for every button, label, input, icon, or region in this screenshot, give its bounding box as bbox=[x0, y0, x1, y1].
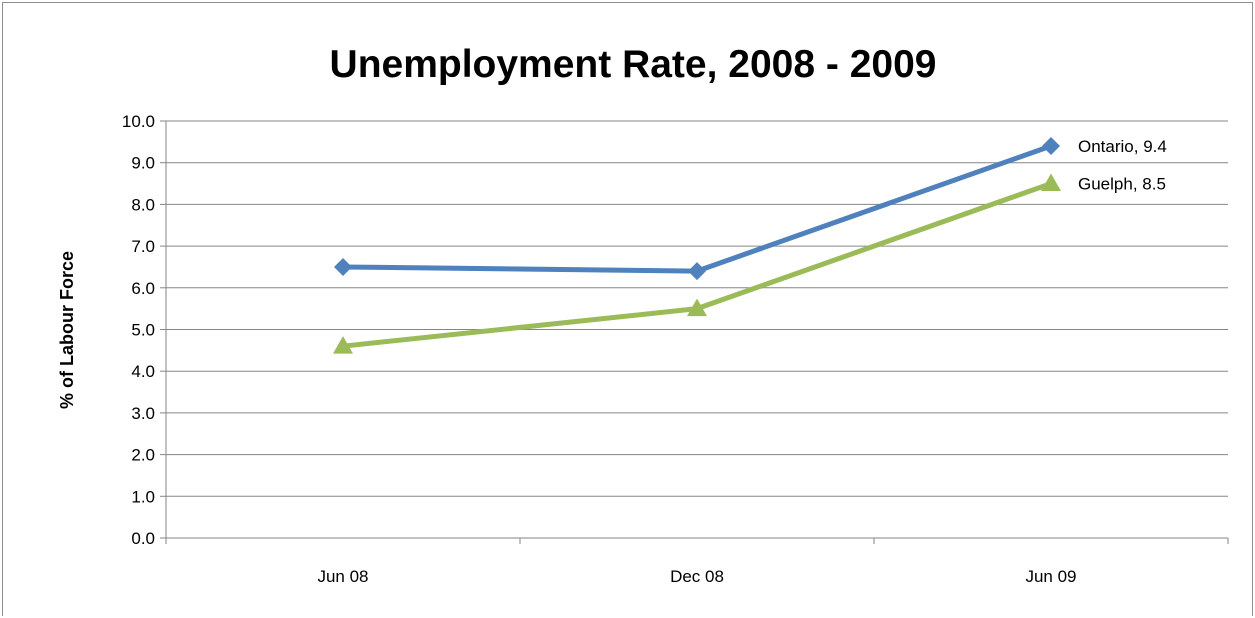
y-tick-label: 8.0 bbox=[131, 195, 155, 214]
line-chart: Unemployment Rate, 2008 - 2009 0.0 1.0 2.0… bbox=[57, 43, 1229, 586]
axes bbox=[160, 120, 1229, 544]
chart-title: Unemployment Rate, 2008 - 2009 bbox=[330, 43, 937, 86]
data-point-guelph bbox=[687, 298, 707, 317]
y-tick-label: 9.0 bbox=[131, 154, 155, 173]
data-point-ontario bbox=[334, 257, 352, 276]
series-markers bbox=[333, 137, 1061, 354]
data-label-ontario: Ontario, 9.4 bbox=[1078, 137, 1167, 156]
data-label-guelph: Guelph, 8.5 bbox=[1078, 175, 1166, 194]
x-tick-labels: Jun 08 Dec 08 Jun 09 bbox=[317, 567, 1076, 586]
data-point-guelph bbox=[1041, 173, 1061, 192]
x-tick-label: Jun 09 bbox=[1025, 567, 1076, 586]
data-labels: Ontario, 9.4 Guelph, 8.5 bbox=[1078, 137, 1167, 194]
data-point-guelph bbox=[333, 336, 353, 354]
y-tick-label: 0.0 bbox=[131, 529, 155, 548]
data-point-ontario bbox=[1042, 137, 1060, 156]
y-tick-label: 1.0 bbox=[131, 487, 155, 506]
y-axis-label: % of Labour Force bbox=[57, 251, 77, 409]
x-tick-label: Dec 08 bbox=[670, 567, 724, 586]
y-tick-label: 6.0 bbox=[131, 279, 155, 298]
y-tick-label: 4.0 bbox=[131, 362, 155, 381]
data-point-ontario bbox=[688, 262, 706, 281]
gridlines bbox=[166, 120, 1228, 497]
y-tick-label: 5.0 bbox=[131, 321, 155, 340]
series-line-ontario bbox=[340, 143, 1054, 274]
y-tick-label: 10.0 bbox=[122, 112, 155, 131]
y-tick-label: 3.0 bbox=[131, 404, 155, 423]
y-tick-labels: 0.0 1.0 2.0 3.0 4.0 5.0 6.0 7.0 8.0 9.0 10.0 bbox=[122, 112, 155, 548]
y-tick-label: 2.0 bbox=[131, 446, 155, 465]
x-tick-label: Jun 08 bbox=[317, 567, 368, 586]
y-tick-label: 7.0 bbox=[131, 237, 155, 256]
